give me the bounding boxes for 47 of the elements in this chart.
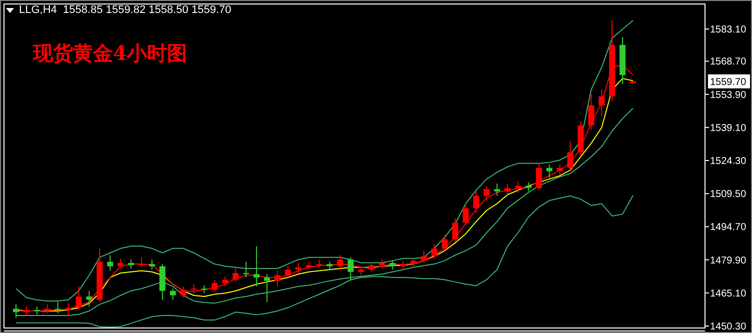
candlestick [504, 183, 511, 196]
candlestick [452, 218, 458, 242]
candlestick [107, 254, 114, 272]
y-tick-label: 1568.70 [710, 56, 747, 68]
text: 1559.70 [710, 76, 747, 88]
y-tick-label: 1583.10 [710, 24, 747, 36]
candlestick [556, 164, 563, 176]
y-tick-label: 1479.90 [710, 255, 747, 266]
candlestick [337, 254, 344, 270]
candlestick [484, 185, 490, 201]
candlestick [274, 270, 280, 287]
candlestick [546, 164, 552, 178]
candlestick [588, 94, 594, 130]
candlestick [494, 183, 500, 196]
candlestick [420, 250, 427, 264]
annotation: LLG,H4 1558.85 1559.82 1558.50 1559.70 [19, 4, 232, 16]
candlestick [462, 203, 469, 226]
candlestick [348, 256, 354, 282]
candlestick [473, 190, 480, 214]
candlestick [431, 243, 438, 259]
candlestick [232, 268, 239, 282]
y-tick-label: 1465.10 [710, 288, 747, 300]
candlestick [212, 279, 218, 292]
y-tick-label: 1450.30 [710, 321, 747, 332]
candlestick [567, 140, 574, 171]
candlestick [13, 304, 19, 318]
candlestick [368, 261, 375, 272]
candlestick [264, 274, 270, 303]
candlestick [170, 288, 176, 300]
candlestick [284, 266, 291, 278]
y-tick-label: 1494.70 [710, 222, 747, 234]
candlestick [148, 259, 155, 270]
candlestick [180, 286, 186, 298]
candlestick [118, 258, 124, 270]
y-tick-label: 1509.50 [710, 189, 747, 200]
candlestick [442, 234, 448, 252]
candlestick [254, 246, 260, 287]
candlestick [410, 256, 416, 268]
y-tick-label: 1553.90 [710, 90, 747, 101]
y-tick-label: 1539.10 [710, 122, 747, 134]
candlestick [222, 276, 228, 287]
candlestick [598, 89, 605, 117]
line-series [16, 20, 634, 302]
text: 现货黄金4小时图 [32, 41, 187, 65]
candlestick [86, 290, 92, 308]
candlestick [536, 162, 542, 191]
y-tick-label: 1524.30 [710, 156, 747, 168]
